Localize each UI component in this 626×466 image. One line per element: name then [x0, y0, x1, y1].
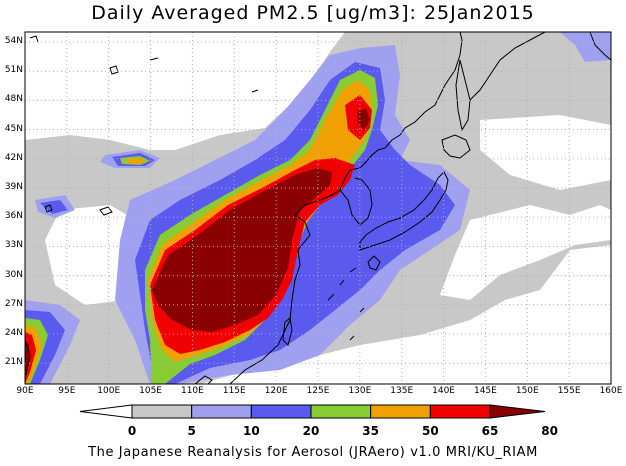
lon-label: 135E [390, 386, 414, 396]
coast-sakhalin [455, 59, 471, 132]
coastlines [25, 32, 611, 384]
lon-label: 105E [139, 386, 162, 396]
coast-sea-of-okhotsk [469, 32, 546, 101]
legend-level-label: 5 [187, 424, 196, 438]
lat-label: 48N [4, 94, 23, 105]
coast-hokkaido [441, 134, 471, 159]
legend-level-label: 65 [481, 424, 499, 438]
lon-label: 130E [348, 386, 372, 396]
coast-ryukyu [327, 267, 357, 301]
coast-philippine-islands [349, 307, 365, 341]
lat-label: 39N [4, 182, 23, 192]
band-5-10-mongolia [25, 32, 330, 140]
grid-lines [25, 32, 611, 384]
legend-high-triangle [489, 404, 546, 419]
legend-swatch [370, 404, 431, 419]
lon-label: 110E [180, 386, 204, 396]
lon-label: 155E [557, 386, 581, 396]
lat-label: 51N [4, 65, 23, 76]
coast-korea [339, 177, 373, 226]
coast-taiwan [282, 317, 293, 346]
legend-swatch [191, 404, 252, 419]
legend-level-label: 80 [541, 424, 558, 438]
lat-label: 24N [4, 328, 23, 338]
lon-label: 120E [264, 386, 288, 396]
lon-label: 90E [16, 386, 34, 396]
credit-line: The Japanese Reanalysis for Aerosol (JRA… [88, 445, 538, 460]
coast-china-korea [229, 32, 463, 384]
lon-label: 115E [222, 386, 246, 396]
band-80-plus [152, 168, 332, 332]
lat-label: 27N [4, 298, 23, 309]
coast-lake-qinghai [99, 206, 113, 216]
lon-label: 150E [515, 386, 539, 396]
legend-swatch [131, 404, 193, 419]
coast-hainan [194, 375, 213, 384]
map-title: Daily Averaged PM2.5 [ug/m3]: 25Jan2015 [91, 2, 535, 24]
coast-honshu [359, 171, 449, 251]
lon-label: 160E [599, 386, 623, 396]
legend-swatch [429, 404, 491, 419]
band-80-plus-west [25, 340, 30, 372]
map-frame [24, 31, 612, 385]
band-5-10-east-pacific [480, 115, 611, 190]
legend-level-label: 10 [242, 424, 260, 438]
lon-label: 100E [97, 386, 121, 396]
lon-label: 95E [58, 386, 76, 396]
coast-kyushu [367, 255, 381, 271]
lon-label: 125E [306, 386, 330, 396]
band-20-35-lake [40, 200, 68, 214]
lat-label: 36N [4, 211, 23, 222]
legend-low-triangle [79, 404, 133, 419]
legend-level-label: 50 [421, 424, 439, 438]
legend-level-label: 0 [127, 424, 137, 438]
legend-swatch [250, 404, 312, 419]
legend-level-label: 20 [302, 424, 320, 438]
coast-bay-of-bengal [25, 339, 31, 376]
coast-kuril-kamchatka [589, 32, 611, 61]
coast-mongolia-lakes [29, 35, 259, 93]
lat-label: 42N [4, 152, 23, 163]
band-50-65-north [126, 158, 146, 164]
lat-label: 33N [4, 240, 23, 251]
lat-label: 54N [4, 36, 23, 46]
legend-level-label: 35 [362, 424, 379, 438]
band-10-20-ne [560, 32, 611, 62]
legend-swatch [310, 404, 372, 419]
lat-label: 21N [4, 357, 23, 368]
color-legend [79, 404, 546, 419]
lon-label: 145E [473, 386, 497, 396]
lat-label: 30N [4, 269, 23, 280]
coast-west-lake [44, 204, 53, 213]
lon-label: 140E [432, 386, 455, 396]
coast-lake-baikal [109, 65, 119, 75]
band-5-10-pacific [440, 205, 611, 300]
lat-label: 45N [4, 123, 23, 134]
